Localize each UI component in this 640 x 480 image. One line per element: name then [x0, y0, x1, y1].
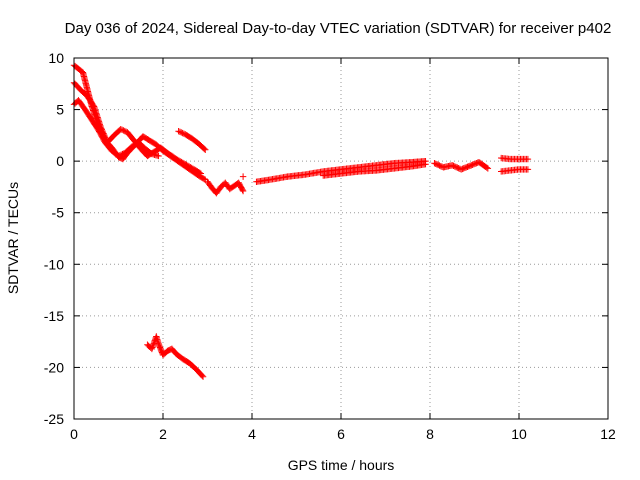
x-tick-label: 10 [511, 426, 527, 442]
x-tick-label: 12 [600, 426, 616, 442]
y-tick-label: -25 [44, 411, 64, 427]
data-point-marker [198, 372, 206, 379]
data-point-marker [116, 152, 124, 159]
x-tick-label: 4 [248, 426, 256, 442]
data-point-marker [121, 127, 128, 135]
grid-lines [74, 58, 608, 419]
data-point-marker [484, 165, 492, 172]
data-point-marker [422, 161, 429, 168]
y-tick-label: -15 [44, 308, 64, 324]
x-axis-label: GPS time / hours [288, 457, 395, 473]
data-point-marker [155, 152, 162, 160]
y-tick-label: -20 [44, 359, 64, 375]
data-point-marker [200, 175, 208, 183]
data-point-marker [239, 186, 246, 194]
data-point-marker [201, 145, 208, 153]
data-point-marker [117, 125, 124, 133]
data-point-marker [176, 128, 184, 136]
x-tick-label: 8 [426, 426, 434, 442]
data-point-marker [199, 373, 207, 380]
data-point-marker [120, 127, 127, 134]
data-point-marker [239, 187, 247, 195]
data-point-marker [196, 169, 203, 177]
series-track-c [70, 97, 162, 160]
data-point-marker [119, 150, 126, 158]
data-point-marker [179, 129, 186, 137]
data-point-marker [483, 164, 490, 171]
data-point-marker [178, 129, 185, 136]
series-track-d [175, 128, 209, 153]
y-tick-label: 5 [56, 102, 64, 118]
series-track-f [204, 178, 247, 197]
tick-labels: 0 2 4 6 8 10 12 -25 -20 -15 -10 -5 0 5 10 [44, 50, 616, 442]
data-point-marker [239, 173, 247, 180]
data-point-marker [197, 170, 205, 177]
series-track-k [498, 166, 532, 175]
y-axis-label: SDTVAR / TECUs [5, 182, 21, 294]
chart-title: Day 036 of 2024, Sidereal Day-to-day VTE… [65, 20, 612, 37]
y-tick-label: 0 [56, 153, 64, 169]
series-track-i [431, 158, 492, 173]
y-tick-label: 10 [48, 50, 64, 66]
data-point-marker [117, 151, 125, 158]
data-point-marker [524, 166, 532, 173]
series-track-e [144, 333, 207, 380]
series-track-h [320, 161, 429, 179]
data-point-marker [202, 146, 209, 153]
x-tick-label: 2 [159, 426, 167, 442]
data-points [70, 62, 532, 380]
plot-frame [73, 57, 609, 420]
x-tick-label: 6 [337, 426, 345, 442]
data-point-marker [175, 128, 182, 135]
series-track-j [498, 154, 532, 163]
y-tick-label: -5 [52, 205, 65, 221]
data-point-marker [118, 126, 126, 133]
data-point-marker [524, 155, 532, 163]
data-point-marker [115, 152, 122, 160]
series-track-l [239, 173, 247, 180]
y-tick-label: -10 [44, 256, 64, 272]
x-tick-label: 0 [70, 426, 78, 442]
